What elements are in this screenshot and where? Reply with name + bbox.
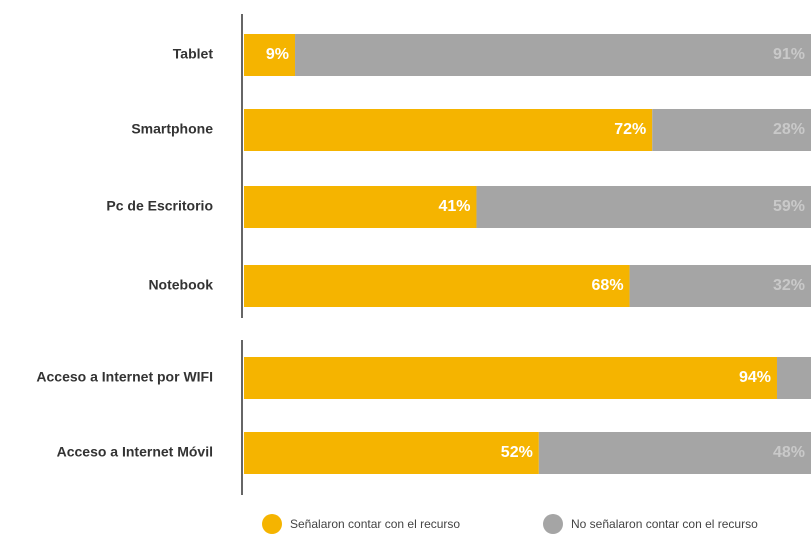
bar-segment: [244, 109, 653, 151]
bar-segment: [538, 432, 811, 474]
value-label: 94%: [739, 369, 771, 386]
legend-label: Señalaron contar con el recurso: [290, 517, 460, 531]
bar-segment: [476, 186, 811, 228]
category-label: Acceso a Internet por WIFI: [36, 369, 213, 385]
legend-marker: [262, 514, 282, 534]
bar-segment: [244, 186, 477, 228]
value-label: 41%: [438, 198, 470, 215]
value-label: 32%: [773, 277, 805, 294]
value-label: 91%: [773, 46, 805, 63]
category-label: Acceso a Internet Móvil: [57, 444, 213, 460]
bar-segment: [295, 34, 811, 76]
value-label: 52%: [501, 444, 533, 461]
value-label: 68%: [592, 277, 624, 294]
bar-segment: [244, 357, 777, 399]
category-label: Smartphone: [131, 121, 213, 137]
bar-segment: [244, 432, 539, 474]
category-label: Notebook: [148, 277, 213, 293]
bar-segment: [776, 357, 811, 399]
value-label: 48%: [773, 444, 805, 461]
bar-segment: [629, 265, 811, 307]
value-label: 72%: [614, 121, 646, 138]
bar-segment: [244, 34, 296, 76]
category-label: Tablet: [173, 46, 214, 62]
legend-label: No señalaron contar con el recurso: [571, 517, 758, 531]
legend-marker: [543, 514, 563, 534]
value-label: 59%: [773, 198, 805, 215]
value-label: 9%: [266, 46, 289, 63]
category-label: Pc de Escritorio: [106, 198, 213, 214]
bar-segment: [244, 265, 630, 307]
value-label: 28%: [773, 121, 805, 138]
bar-segment: [652, 109, 811, 151]
